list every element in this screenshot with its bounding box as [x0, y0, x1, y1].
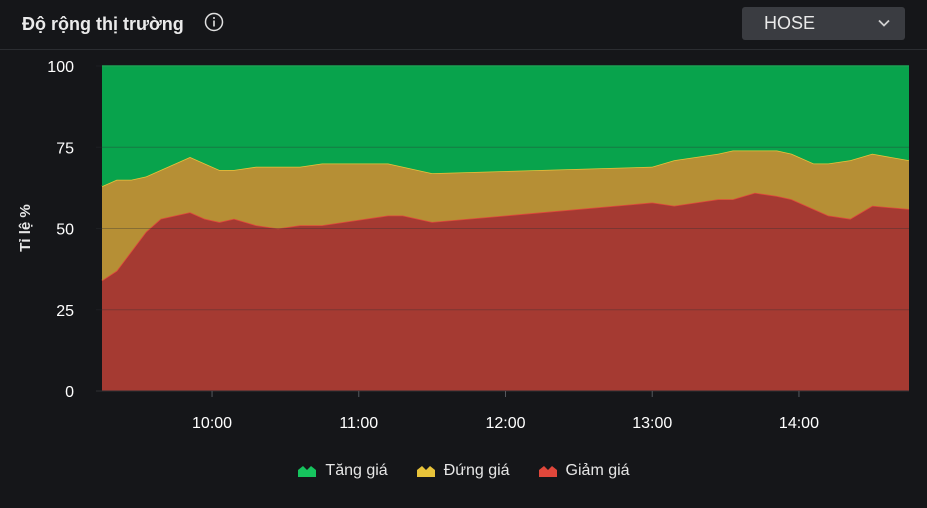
gridlines — [96, 65, 909, 392]
x-tick-label: 13:00 — [632, 415, 672, 432]
y-tick-label: 50 — [56, 222, 74, 239]
legend-swatch-icon — [416, 466, 435, 477]
legend-label: Giảm giá — [565, 462, 630, 479]
legend-item-0[interactable]: Tăng giá — [297, 458, 388, 484]
y-tick-label: 25 — [56, 303, 74, 320]
axes: 0 25 50 75 100 10:00 11:00 12:00 13:00 14:00 — [47, 59, 819, 432]
x-tick-label: 12:00 — [485, 415, 525, 432]
exchange-select[interactable]: HOSE — [742, 7, 905, 40]
y-axis-label: Tỉ lệ % — [17, 204, 34, 252]
y-tick-label: 75 — [56, 140, 74, 157]
area-series-0 — [102, 192, 909, 391]
y-tick-label: 0 — [65, 384, 74, 401]
y-tick-label: 100 — [47, 59, 74, 76]
legend-swatch-icon — [538, 466, 557, 477]
chart-header: Độ rộng thị trường HOSE — [0, 0, 927, 50]
legend-item-2[interactable]: Giảm giá — [538, 458, 630, 484]
x-tick-label: 10:00 — [192, 415, 232, 432]
legend-item-1[interactable]: Đứng giá — [416, 458, 510, 484]
info-circle-icon[interactable] — [204, 12, 224, 32]
exchange-select-value: HOSE — [764, 13, 816, 33]
legend-swatch-icon — [298, 466, 317, 477]
market-breadth-chart: 0 25 50 75 100 10:00 11:00 12:00 13:00 14:00 Tỉ l… — [17, 59, 910, 432]
area-series-1 — [102, 150, 909, 281]
legend-label: Đứng giá — [443, 462, 510, 479]
x-tick-label: 11:00 — [339, 415, 378, 432]
x-tick-label: 14:00 — [779, 415, 819, 432]
area-series-2 — [102, 66, 909, 187]
series-layer — [101, 65, 910, 391]
chart-title: Độ rộng thị trường — [22, 14, 184, 34]
chevron-down-icon — [878, 19, 890, 27]
legend: Tăng giá Đứng giá Giảm giá — [0, 458, 927, 484]
legend-label: Tăng giá — [325, 462, 388, 479]
